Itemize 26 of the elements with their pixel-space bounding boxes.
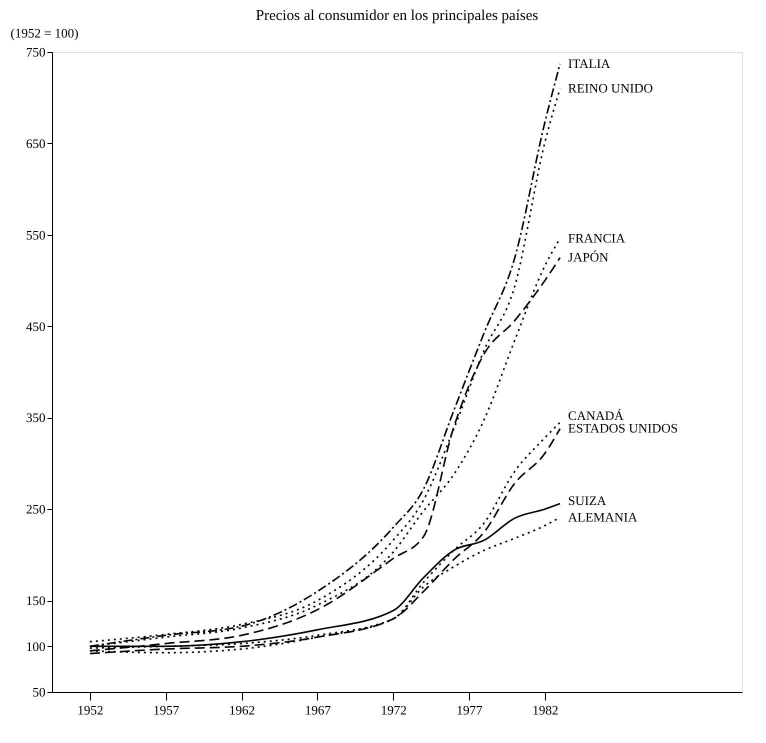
x-tick-label: 1972 bbox=[380, 702, 407, 718]
y-tick-label: 50 bbox=[32, 684, 46, 700]
series-label: SUIZA bbox=[568, 492, 607, 508]
y-axis-title: (1952 = 100) bbox=[10, 26, 78, 40]
x-tick-label: 1962 bbox=[229, 702, 256, 718]
y-tick-label: 450 bbox=[26, 318, 46, 334]
y-tick-label: 250 bbox=[26, 502, 46, 517]
series-label: FRANCIA bbox=[568, 230, 626, 246]
y-tick-label: 100 bbox=[26, 638, 46, 654]
x-tick-label: 1952 bbox=[77, 702, 104, 718]
chart-title: Precios al consumidor en los principales países bbox=[256, 8, 538, 24]
series-label: REINO UNIDO bbox=[568, 80, 653, 96]
y-tick-label: 750 bbox=[26, 44, 46, 60]
y-tick-label: 350 bbox=[26, 410, 46, 426]
y-tick-label: 650 bbox=[26, 136, 46, 151]
series-label: CANADÁ bbox=[568, 408, 624, 423]
x-tick-label: 1982 bbox=[532, 702, 558, 718]
series-label: JAPÓN bbox=[568, 250, 610, 265]
series-label: ALEMANIA bbox=[568, 509, 638, 524]
series-label: ITALIA bbox=[568, 56, 611, 71]
x-tick-label: 1957 bbox=[153, 702, 180, 718]
x-tick-label: 1967 bbox=[304, 702, 332, 718]
y-tick-label: 150 bbox=[26, 593, 46, 608]
x-tick-label: 1977 bbox=[456, 702, 484, 718]
y-tick-label: 550 bbox=[26, 227, 46, 242]
series-label: ESTADOS UNIDOS bbox=[568, 420, 678, 436]
